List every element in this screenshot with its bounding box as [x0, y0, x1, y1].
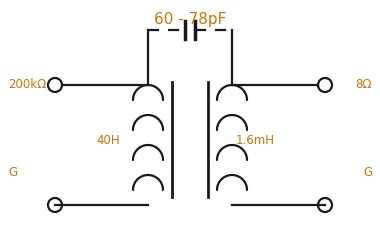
Text: G: G [363, 166, 372, 179]
Text: 8Ω: 8Ω [356, 78, 372, 91]
Text: 40H: 40H [96, 133, 120, 146]
Text: 200kΩ: 200kΩ [8, 78, 46, 91]
Text: G: G [8, 166, 17, 179]
Text: 1.6mH: 1.6mH [236, 133, 275, 146]
Text: 60 - 78pF: 60 - 78pF [154, 12, 226, 27]
